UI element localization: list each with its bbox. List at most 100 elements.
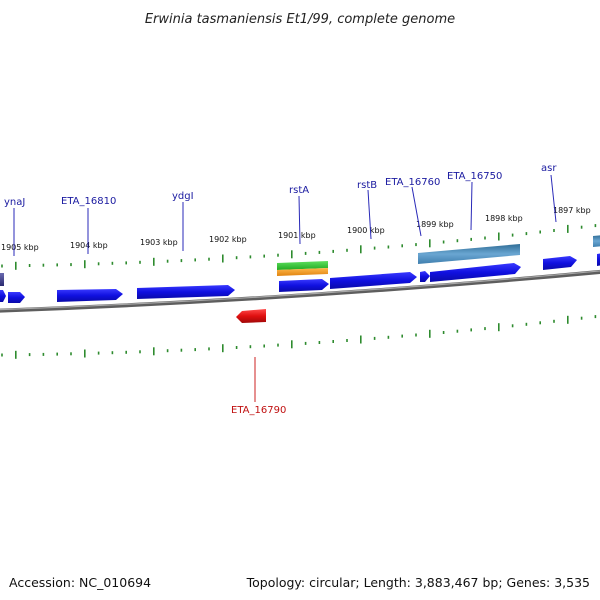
minor-tick bbox=[97, 351, 100, 355]
minor-tick bbox=[235, 256, 238, 260]
minor-tick bbox=[180, 259, 183, 263]
minor-tick bbox=[442, 240, 445, 244]
minor-tick bbox=[373, 246, 376, 250]
forward-strand-genes bbox=[0, 252, 600, 303]
scale-label: 1902 kbp bbox=[209, 235, 247, 244]
major-tick bbox=[429, 329, 431, 338]
scale-label: 1898 kbp bbox=[485, 214, 523, 223]
minor-tick bbox=[56, 263, 58, 267]
gene-arrow-rstA[interactable] bbox=[279, 279, 329, 292]
major-tick bbox=[153, 257, 155, 266]
minor-tick bbox=[249, 345, 252, 349]
minor-tick bbox=[70, 352, 72, 356]
minor-tick bbox=[166, 259, 169, 263]
scale-label: 1897 kbp bbox=[553, 206, 591, 215]
minor-tick bbox=[401, 334, 403, 338]
gene-arrow[interactable] bbox=[0, 290, 6, 302]
rna-feature[interactable] bbox=[593, 235, 600, 247]
scale-label: 1900 kbp bbox=[347, 226, 385, 235]
minor-tick bbox=[539, 321, 541, 325]
minor-tick bbox=[304, 341, 307, 345]
minor-tick bbox=[580, 316, 583, 320]
minor-tick bbox=[511, 233, 514, 237]
minor-tick bbox=[277, 343, 279, 347]
major-tick bbox=[222, 254, 224, 263]
minor-tick bbox=[1, 264, 3, 268]
minor-tick bbox=[525, 322, 528, 326]
minor-tick bbox=[539, 230, 541, 234]
major-tick bbox=[567, 315, 569, 324]
scale-label: 1905 kbp bbox=[1, 243, 39, 252]
minor-tick bbox=[318, 341, 321, 344]
gene-label-ETA_16760[interactable]: ETA_16760 bbox=[385, 177, 440, 188]
inner-scale-ticks bbox=[1, 315, 597, 359]
gene-label-rstB[interactable]: rstB bbox=[357, 180, 377, 191]
major-tick bbox=[84, 349, 86, 358]
gene-label-ETA_16810[interactable]: ETA_16810 bbox=[61, 196, 116, 207]
gene-label-rstA[interactable]: rstA bbox=[289, 185, 309, 196]
minor-tick bbox=[553, 319, 555, 323]
minor-tick bbox=[263, 254, 265, 258]
minor-tick bbox=[332, 249, 334, 253]
gene-arrow-ETA_16790[interactable] bbox=[236, 309, 266, 323]
gene-arrow-ETA_16760[interactable] bbox=[420, 271, 430, 282]
gene-feature-purple[interactable] bbox=[0, 273, 4, 286]
gene-label-asr[interactable]: asr bbox=[541, 163, 557, 174]
minor-tick bbox=[1, 353, 3, 357]
minor-tick bbox=[28, 264, 31, 267]
major-tick bbox=[291, 250, 293, 259]
gene-arrow-ydgI[interactable] bbox=[137, 285, 235, 299]
minor-tick bbox=[28, 353, 31, 357]
minor-tick bbox=[553, 229, 555, 232]
gene-label-ETA_16750[interactable]: ETA_16750 bbox=[447, 171, 502, 182]
minor-tick bbox=[249, 255, 252, 259]
minor-tick bbox=[594, 315, 597, 319]
scale-label: 1899 kbp bbox=[416, 220, 454, 229]
minor-tick bbox=[97, 262, 100, 266]
gene-label-ETA_16790[interactable]: ETA_16790 bbox=[231, 405, 286, 416]
gene-arrow-ETA_16810[interactable] bbox=[57, 289, 123, 302]
minor-tick bbox=[42, 352, 45, 356]
minor-tick bbox=[263, 344, 265, 348]
minor-tick bbox=[194, 258, 196, 262]
gene-arrow[interactable] bbox=[597, 252, 600, 266]
minor-tick bbox=[401, 244, 403, 248]
major-tick bbox=[360, 335, 362, 344]
scale-label: 1901 kbp bbox=[278, 231, 316, 240]
minor-tick bbox=[470, 328, 472, 332]
accession-text: Accession: NC_010694 bbox=[9, 575, 151, 590]
rna-feature[interactable] bbox=[418, 244, 520, 264]
minor-tick bbox=[580, 225, 583, 229]
minor-tick bbox=[387, 335, 390, 339]
minor-tick bbox=[456, 329, 459, 333]
minor-tick bbox=[511, 324, 514, 328]
genome-backbone bbox=[0, 269, 600, 313]
minor-tick bbox=[415, 333, 417, 337]
gene-label-ynaJ[interactable]: ynaJ bbox=[4, 197, 25, 208]
major-tick bbox=[498, 232, 500, 241]
minor-tick bbox=[594, 224, 597, 228]
major-tick bbox=[291, 340, 293, 349]
gene-feature-orange[interactable] bbox=[277, 268, 328, 276]
minor-tick bbox=[111, 261, 114, 265]
scale-label: 1903 kbp bbox=[140, 238, 178, 247]
gene-arrow-ynaJ[interactable] bbox=[8, 292, 25, 303]
major-tick bbox=[360, 245, 362, 254]
minor-tick bbox=[166, 349, 169, 353]
major-tick bbox=[15, 350, 17, 359]
gene-arrow-asr[interactable] bbox=[543, 256, 577, 270]
minor-tick bbox=[456, 239, 459, 243]
gene-feature-green[interactable] bbox=[277, 261, 328, 270]
minor-tick bbox=[125, 261, 127, 265]
minor-tick bbox=[346, 339, 348, 342]
major-tick bbox=[567, 224, 569, 233]
gene-arrow-ETA_16750[interactable] bbox=[430, 263, 521, 282]
major-tick bbox=[15, 261, 17, 270]
gene-arrow-rstB[interactable] bbox=[330, 272, 417, 289]
gene-label-ydgI[interactable]: ydgI bbox=[172, 191, 194, 202]
minor-tick bbox=[111, 351, 114, 355]
minor-tick bbox=[180, 348, 183, 352]
minor-tick bbox=[194, 348, 196, 352]
